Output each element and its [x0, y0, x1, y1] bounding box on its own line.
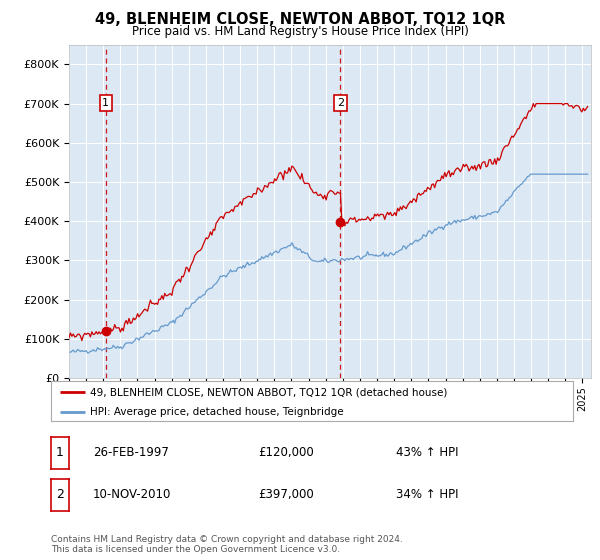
- Text: £397,000: £397,000: [258, 488, 314, 501]
- Text: 34% ↑ HPI: 34% ↑ HPI: [396, 488, 458, 501]
- Text: 49, BLENHEIM CLOSE, NEWTON ABBOT, TQ12 1QR (detached house): 49, BLENHEIM CLOSE, NEWTON ABBOT, TQ12 1…: [90, 387, 448, 397]
- Text: 43% ↑ HPI: 43% ↑ HPI: [396, 446, 458, 459]
- Text: Contains HM Land Registry data © Crown copyright and database right 2024.
This d: Contains HM Land Registry data © Crown c…: [51, 535, 403, 554]
- Text: £120,000: £120,000: [258, 446, 314, 459]
- Text: 1: 1: [56, 446, 64, 459]
- Text: 1: 1: [102, 98, 109, 108]
- Text: 26-FEB-1997: 26-FEB-1997: [93, 446, 169, 459]
- Text: 2: 2: [337, 98, 344, 108]
- Text: 49, BLENHEIM CLOSE, NEWTON ABBOT, TQ12 1QR: 49, BLENHEIM CLOSE, NEWTON ABBOT, TQ12 1…: [95, 12, 505, 27]
- Text: HPI: Average price, detached house, Teignbridge: HPI: Average price, detached house, Teig…: [90, 407, 344, 417]
- Text: 2: 2: [56, 488, 64, 501]
- Text: Price paid vs. HM Land Registry's House Price Index (HPI): Price paid vs. HM Land Registry's House …: [131, 25, 469, 38]
- Text: 10-NOV-2010: 10-NOV-2010: [93, 488, 172, 501]
